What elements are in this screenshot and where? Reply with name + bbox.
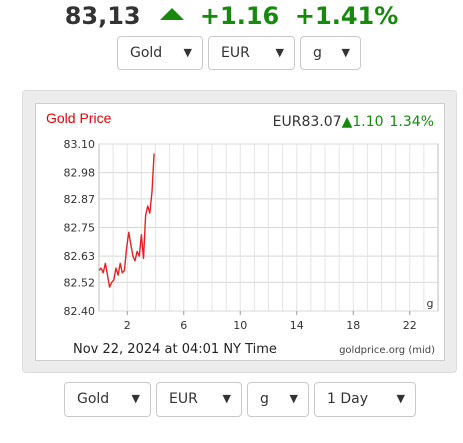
x-tick-label: 10 (233, 319, 247, 332)
quote-price: EUR83.07 (273, 114, 342, 130)
price-change: +1.16 (199, 2, 280, 30)
x-tick-label: 2 (124, 319, 131, 332)
chart-quote: EUR83.07▲1.10 1.34% (273, 114, 434, 130)
quote-change: 1.10 (352, 114, 383, 130)
y-tick-label: 82.87 (64, 193, 96, 206)
unit-select-bottom[interactable]: g ▼ (247, 382, 309, 417)
unit-label: g (427, 297, 434, 310)
metal-select-bottom[interactable]: Gold ▼ (64, 382, 151, 417)
unit-select[interactable]: g ▼ (300, 36, 361, 70)
chart-title: Gold Price (46, 110, 112, 126)
period-select[interactable]: 1 Day ▼ (314, 382, 416, 417)
x-tick-label: 22 (403, 319, 417, 332)
currency-select[interactable]: EUR ▼ (208, 36, 295, 70)
chart-canvas: Gold Price EUR83.07▲1.10 1.34% 83.10 82.98… (46, 110, 439, 357)
metal-select[interactable]: Gold ▼ (117, 36, 203, 70)
chevron-down-icon: ▼ (275, 46, 284, 59)
chevron-down-icon: ▼ (222, 392, 231, 405)
chevron-down-icon: ▼ (289, 392, 298, 405)
y-tick-label: 83.10 (64, 138, 96, 151)
metal-select-value: Gold (130, 45, 163, 61)
period-select-value: 1 Day (327, 391, 369, 407)
quote-change-percent: 1.34% (390, 114, 434, 130)
current-price: 83,13 (64, 2, 141, 30)
x-tick-label: 6 (180, 319, 187, 332)
unit-select-value: g (260, 391, 269, 407)
currency-select-value: EUR (221, 45, 250, 61)
chart-timestamp: Nov 22, 2024 at 04:01 NY Time (73, 342, 277, 357)
up-arrow-icon (160, 8, 185, 20)
chevron-down-icon: ▼ (341, 46, 350, 59)
chart-panel: Gold Price EUR83.07▲1.10 1.34% 83.10 82.98… (22, 90, 457, 373)
y-tick-label: 82.52 (64, 276, 96, 289)
chart-source: goldprice.org (mid) (339, 345, 435, 356)
y-tick-label: 82.75 (64, 222, 96, 235)
chevron-down-icon: ▼ (396, 392, 405, 405)
y-tick-label: 82.98 (64, 167, 96, 180)
price-change-percent: +1.41% (294, 2, 399, 30)
x-tick-label: 14 (290, 319, 304, 332)
quote-up-arrow-icon: ▲ (342, 114, 353, 130)
gold-price-chart: Gold Price EUR83.07▲1.10 1.34% 83.10 82.98… (35, 103, 445, 361)
bottom-select-row: Gold ▼ EUR ▼ g ▼ 1 Day ▼ (64, 382, 421, 417)
price-series-line (98, 153, 155, 288)
unit-select-value: g (313, 45, 322, 61)
y-tick-label: 82.63 (64, 250, 96, 263)
top-select-row: Gold ▼ EUR ▼ g ▼ (117, 36, 366, 70)
currency-select-value: EUR (169, 391, 198, 407)
chevron-down-icon: ▼ (131, 392, 140, 405)
price-header: 83,13 +1.16 +1.41% (0, 0, 463, 32)
currency-select-bottom[interactable]: EUR ▼ (156, 382, 242, 417)
x-tick-label: 18 (346, 319, 360, 332)
chevron-down-icon: ▼ (183, 46, 192, 59)
y-tick-label: 82.40 (64, 305, 96, 318)
metal-select-value: Gold (77, 391, 110, 407)
